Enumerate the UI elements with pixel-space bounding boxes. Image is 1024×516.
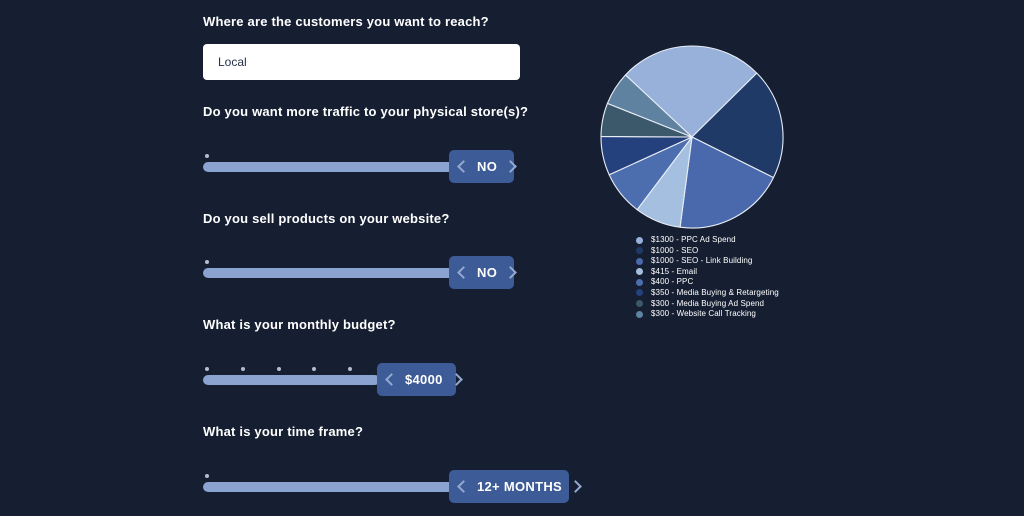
legend-color-dot <box>636 257 643 265</box>
legend-color-dot <box>636 236 643 244</box>
legend-label: $400 - PPC <box>651 277 694 287</box>
pie-slice <box>691 72 784 179</box>
legend-label: $300 - Website Call Tracking <box>651 309 756 319</box>
legend-label: $350 - Media Buying & Retargeting <box>651 287 779 297</box>
slider-tick-dot <box>348 367 353 371</box>
legend-label: $415 - Email <box>651 266 698 276</box>
legend-color-dot <box>636 268 643 276</box>
slider-tick-dot <box>240 367 245 371</box>
pie-slice <box>679 136 775 229</box>
slider-track[interactable] <box>203 482 455 492</box>
slider-tick-dot <box>205 154 209 158</box>
slider-track[interactable] <box>203 162 455 172</box>
slider-timeframe: 12+ MONTHS <box>203 468 583 508</box>
legend-item: $1000 - SEO - Link Building <box>636 257 779 265</box>
legend-item: $300 - Media Buying Ad Spend <box>636 298 779 308</box>
legend-label: $300 - Media Buying Ad Spend <box>651 298 765 308</box>
slider-tick-dot <box>205 474 209 478</box>
question-label-store-traffic: Do you want more traffic to your physica… <box>203 104 529 119</box>
legend-item: $1000 - SEO <box>636 245 779 255</box>
legend-item: $400 - PPC <box>636 278 779 286</box>
legend-color-dot <box>636 289 643 297</box>
question-label-timeframe: What is your time frame? <box>203 424 364 439</box>
legend-color-dot <box>636 247 643 255</box>
slider-track[interactable] <box>203 375 380 385</box>
slider-sell-products: NO <box>203 254 583 294</box>
legend-item: $415 - Email <box>636 266 779 276</box>
legend-item: $1300 - PPC Ad Spend <box>636 236 779 244</box>
legend-item: $300 - Website Call Tracking <box>636 310 779 318</box>
legend-label: $1000 - SEO - Link Building <box>651 256 753 266</box>
pie-slice <box>624 45 758 138</box>
slider-track[interactable] <box>203 268 455 278</box>
slider-value: 12+ MONTHS <box>477 479 562 494</box>
slider-handle-store-traffic[interactable]: NO <box>449 150 517 183</box>
slider-value: NO <box>477 265 498 280</box>
chart-legend: $1300 - PPC Ad Spend $1000 - SEO $1000 - S… <box>636 236 779 321</box>
slider-tick-dot <box>312 367 317 371</box>
slider-handle-budget[interactable]: $4000 <box>377 363 463 396</box>
legend-color-dot <box>636 300 643 308</box>
chevron-right-icon <box>504 266 517 279</box>
legend-item: $350 - Media Buying & Retargeting <box>636 287 779 297</box>
pie-slice <box>606 74 693 138</box>
slider-tick-dot <box>205 260 209 264</box>
budget-pie-chart <box>600 45 784 229</box>
location-input[interactable] <box>203 44 520 80</box>
chevron-right-icon <box>569 480 582 493</box>
legend-label: $1300 - PPC Ad Spend <box>651 235 736 244</box>
chevron-right-icon <box>504 160 517 173</box>
legend-label: $1000 - SEO <box>651 245 699 255</box>
slider-value: NO <box>477 159 498 174</box>
legend-color-dot <box>636 310 643 318</box>
slider-tick-dot <box>205 367 209 371</box>
slider-handle-timeframe[interactable]: 12+ MONTHS <box>449 470 582 503</box>
question-label-budget: What is your monthly budget? <box>203 317 396 332</box>
slider-budget: $4000 <box>203 361 583 401</box>
slider-handle-sell-products[interactable]: NO <box>449 256 517 289</box>
slider-store-traffic: NO <box>203 148 583 188</box>
legend-color-dot <box>636 278 643 286</box>
question-label-location: Where are the customers you want to reac… <box>203 14 489 29</box>
slider-value: $4000 <box>405 372 443 387</box>
slider-tick-dot <box>276 367 281 371</box>
question-label-sell-products: Do you sell products on your website? <box>203 211 450 226</box>
chevron-right-icon <box>449 373 463 386</box>
